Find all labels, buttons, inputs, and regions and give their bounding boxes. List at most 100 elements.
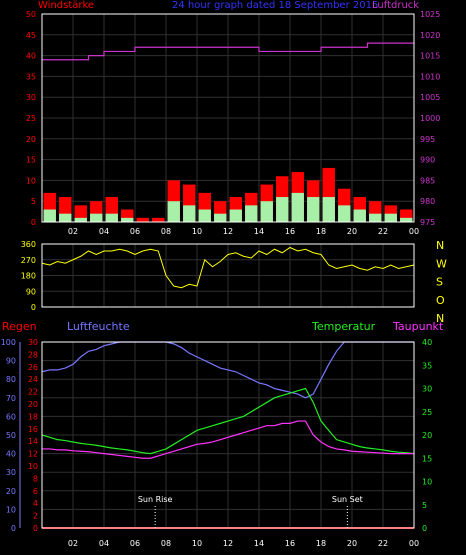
x-tick-label: 20 (347, 539, 357, 548)
x-tick-label: 18 (316, 539, 326, 548)
humidity-tick-label: 20 (6, 487, 16, 496)
humidity-axis-label: Luftfeuchte (67, 320, 130, 333)
humidity-tick-label: 30 (6, 468, 16, 477)
x-tick-label: 22 (378, 539, 388, 548)
x-tick-label: 12 (223, 539, 233, 548)
direction-tick-label: 270 (21, 256, 36, 265)
plot-frame (41, 341, 415, 529)
wind-pressure-panel: 0510152025303540455097598098599099510001… (26, 10, 441, 236)
wind-gust-bar (152, 217, 165, 222)
wind-tick-label: 50 (26, 10, 36, 19)
wind-tick-label: 35 (26, 72, 36, 81)
pressure-tick-label: 1005 (420, 93, 440, 102)
wind-avg-bar (167, 201, 180, 222)
x-tick-label: 14 (254, 227, 264, 236)
wind-avg-bar (59, 213, 72, 222)
wind-avg-bar (74, 217, 87, 222)
x-tick-label: 06 (130, 539, 140, 548)
rain-tick-label: 28 (28, 350, 38, 359)
temperature-tick-label: 10 (422, 478, 432, 487)
wind-tick-label: 20 (26, 135, 36, 144)
rain-tick-label: 20 (28, 400, 38, 409)
x-tick-label: 08 (161, 539, 171, 548)
wind-tick-label: 45 (26, 31, 36, 40)
wind-tick-label: 0 (31, 218, 36, 227)
wind-avg-bar (307, 197, 320, 222)
temperature-tick-label: 40 (422, 338, 432, 347)
temperature-tick-label: 30 (422, 385, 432, 394)
pressure-axis-label: Luftdruck (372, 0, 419, 11)
x-tick-label: 02 (68, 539, 78, 548)
wind-avg-bar (105, 213, 118, 222)
pressure-tick-label: 980 (420, 197, 435, 206)
wind-gust-bar (136, 217, 149, 222)
plot-frame (41, 243, 415, 308)
x-tick-label: 04 (99, 227, 109, 236)
rain-tick-label: 12 (28, 450, 38, 459)
rain-tick-label: 4 (33, 499, 38, 508)
temperature-tick-label: 25 (422, 408, 432, 417)
wind-avg-bar (245, 205, 258, 222)
rain-axis-label: Regen (2, 320, 37, 333)
pressure-tick-label: 1015 (420, 52, 440, 61)
wind-tick-label: 5 (31, 197, 36, 206)
rain-tick-label: 6 (33, 487, 38, 496)
x-tick-label: 10 (192, 539, 202, 548)
x-tick-label: 18 (316, 227, 326, 236)
x-tick-label: 14 (254, 539, 264, 548)
pressure-tick-label: 995 (420, 135, 435, 144)
compass-label: N (436, 312, 444, 325)
wind-avg-bar (291, 192, 304, 222)
temperature-humidity-panel: 0102030405060708090100024681012141618202… (1, 338, 432, 548)
dewpoint-line (42, 420, 414, 459)
x-tick-label: 08 (161, 227, 171, 236)
x-tick-label: 16 (285, 539, 295, 548)
temperature-axis-label: Temperatur (311, 320, 376, 333)
direction-tick-label: 90 (26, 287, 36, 296)
x-tick-label: 00 (409, 227, 419, 236)
sun-rise-label: Sun Rise (138, 495, 173, 504)
wind-avg-bar (338, 205, 351, 222)
x-tick-label: 20 (347, 227, 357, 236)
direction-tick-label: 360 (21, 240, 36, 249)
wind-tick-label: 10 (26, 176, 36, 185)
humidity-tick-label: 100 (1, 338, 16, 347)
x-tick-label: 06 (130, 227, 140, 236)
wind-avg-bar (198, 209, 211, 222)
wind-avg-bar (90, 213, 103, 222)
pressure-tick-label: 1025 (420, 10, 440, 19)
x-tick-label: 16 (285, 227, 295, 236)
humidity-tick-label: 50 (6, 431, 16, 440)
wind-axis-label: Windstärke (38, 0, 94, 11)
x-tick-label: 12 (223, 227, 233, 236)
plot-frame (41, 13, 415, 223)
rain-tick-label: 0 (33, 524, 38, 533)
direction-tick-label: 180 (21, 272, 36, 281)
rain-tick-label: 24 (28, 375, 38, 384)
temperature-tick-label: 15 (422, 454, 432, 463)
humidity-tick-label: 90 (6, 357, 16, 366)
pressure-tick-label: 990 (420, 156, 435, 165)
wind-avg-bar (214, 213, 227, 222)
wind-avg-bar (229, 209, 242, 222)
pressure-line (42, 42, 414, 61)
pressure-tick-label: 1020 (420, 31, 440, 40)
wind-avg-bar (322, 197, 335, 222)
wind-avg-bar (384, 213, 397, 222)
humidity-tick-label: 40 (6, 450, 16, 459)
wind-tick-label: 40 (26, 52, 36, 61)
wind-avg-bar (353, 209, 366, 222)
rain-tick-label: 30 (28, 338, 38, 347)
compass-label: N (436, 239, 444, 252)
chart-title: 24 hour graph dated 18 September 2015 (172, 0, 378, 11)
wind-direction-line (41, 246, 415, 289)
pressure-tick-label: 1000 (420, 114, 440, 123)
temperature-tick-label: 5 (422, 501, 427, 510)
sun-set-label: Sun Set (332, 495, 363, 504)
humidity-tick-label: 0 (11, 524, 16, 533)
wind-tick-label: 25 (26, 114, 36, 123)
x-tick-label: 00 (409, 539, 419, 548)
